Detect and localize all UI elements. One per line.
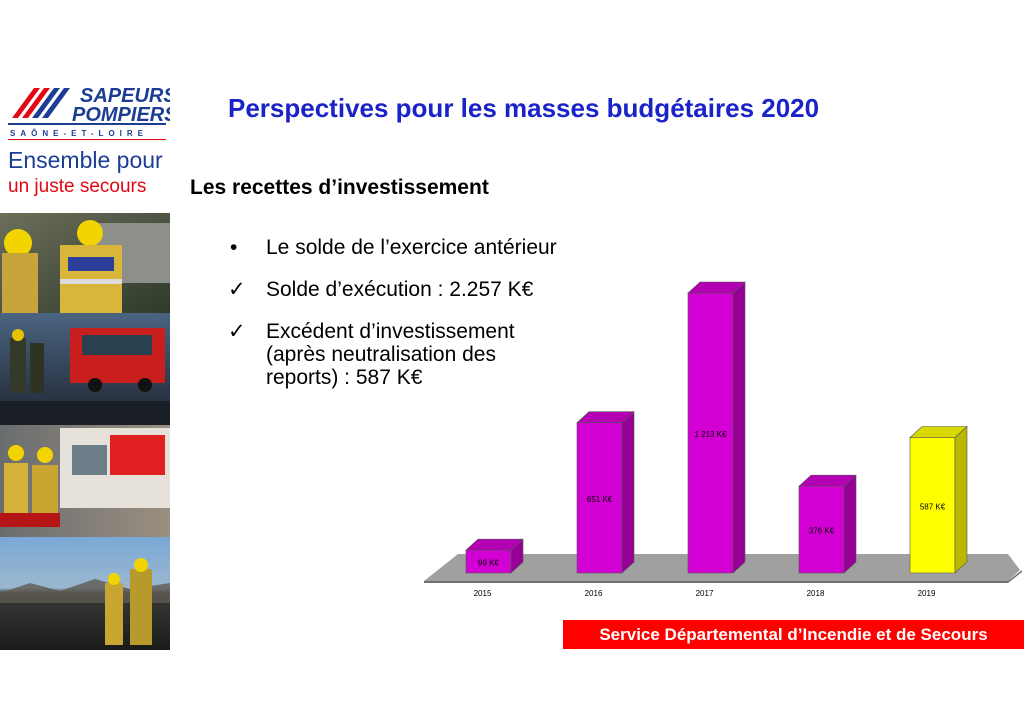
chart-data-label: 1 213 K€ [694, 430, 727, 439]
chart-x-tick-label: 2015 [474, 589, 492, 598]
bullet-item: • Le solde de l’exercice antérieur [228, 236, 648, 259]
chart-x-tick-label: 2017 [696, 589, 714, 598]
logo-tagline2: un juste secours [8, 176, 146, 197]
bullet-text: Excédent d’investissement (après neutral… [266, 320, 515, 389]
chart-floor-edge [424, 570, 1022, 583]
bullet-text: Solde d’exécution : 2.257 K€ [266, 278, 534, 301]
chart-bar [687, 292, 734, 574]
chart-bar-side [732, 281, 746, 574]
logo-line1: SAPEURS [80, 85, 170, 107]
chart-bar [576, 422, 623, 574]
chart-x-tick-label: 2018 [807, 589, 825, 598]
chart-x-tick-label: 2016 [585, 589, 603, 598]
logo-line3: SAÔNE-ET-LOIRE [10, 129, 148, 138]
bullet-item: ✓ Excédent d’investissement (après neutr… [228, 320, 556, 389]
chart-bar-side [843, 474, 857, 574]
section-subtitle: Les recettes d’investissement [190, 176, 489, 199]
bullet-dot-icon: • [230, 236, 238, 259]
chart-bar-top [798, 474, 857, 487]
photo-wildfire [0, 537, 170, 650]
chart-data-label: 376 K€ [809, 527, 835, 536]
bullet-item: ✓ Solde d’exécution : 2.257 K€ [228, 278, 648, 301]
revenue-bar-chart: 99 K€ 2015 651 K€ 2016 1 213 K€ 2017 376 K€ 201… [424, 281, 1022, 598]
photo-ambulance-rescue [0, 425, 170, 537]
chart-bar-top [687, 281, 746, 294]
footer-banner: Service Départemental d’Incendie et de S… [563, 620, 1024, 649]
logo-line2: POMPIERS [72, 104, 170, 126]
chart-data-label: 587 K€ [920, 502, 946, 511]
chart-bar-side [621, 411, 635, 574]
logo-tagline1: Ensemble pour [8, 147, 163, 173]
chart-data-label: 99 K€ [478, 559, 499, 568]
chart-bar-top [465, 538, 524, 551]
photo-accident-rescue [0, 213, 170, 313]
chart-bar [909, 437, 956, 574]
chart-data-label: 651 K€ [587, 495, 613, 504]
chart-bar [798, 485, 845, 574]
bullet-text: Le solde de l’exercice antérieur [266, 236, 557, 259]
chart-bar-top [909, 426, 968, 438]
checkmark-icon: ✓ [228, 278, 246, 301]
bullet-list: • Le solde de l’exercice antérieur ✓ Sol… [228, 236, 648, 408]
chart-bar-top [576, 411, 635, 424]
chart-bar-side [954, 425, 968, 574]
photo-fire-truck [0, 313, 170, 425]
slide-title: Perspectives pour les masses budgétaires… [228, 93, 820, 123]
firefighter-photo-strip [0, 213, 170, 650]
checkmark-icon: ✓ [228, 320, 246, 343]
chart-x-tick-label: 2019 [918, 589, 936, 598]
sdis-logo: SAPEURS POMPIERS SAÔNE-ET-LOIRE Ensemble… [0, 78, 178, 213]
